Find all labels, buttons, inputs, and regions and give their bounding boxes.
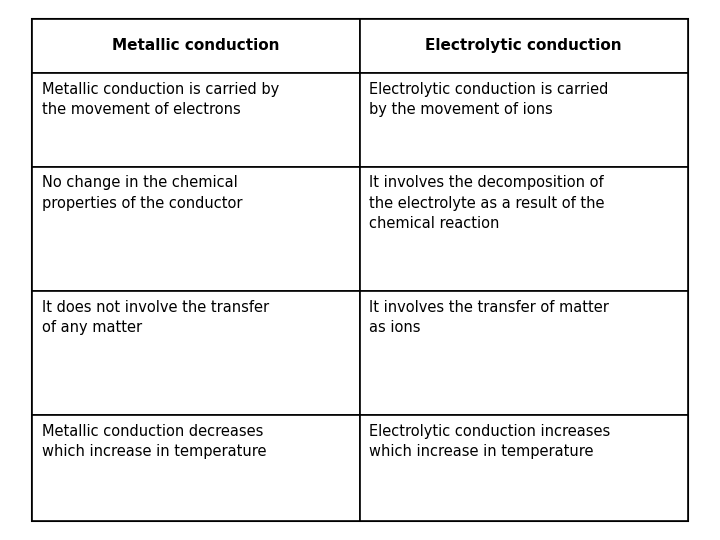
Text: Metallic conduction decreases
which increase in temperature: Metallic conduction decreases which incr…: [42, 424, 266, 459]
Text: Electrolytic conduction: Electrolytic conduction: [426, 38, 622, 53]
Text: Metallic conduction: Metallic conduction: [112, 38, 280, 53]
Bar: [360, 73, 688, 167]
Text: No change in the chemical
properties of the conductor: No change in the chemical properties of …: [42, 176, 242, 211]
Bar: [360, 415, 688, 521]
Text: Metallic conduction is carried by
the movement of electrons: Metallic conduction is carried by the mo…: [42, 82, 279, 117]
Bar: [32, 415, 360, 521]
Bar: [360, 19, 688, 73]
Text: It does not involve the transfer
of any matter: It does not involve the transfer of any …: [42, 300, 269, 335]
Text: Electrolytic conduction increases
which increase in temperature: Electrolytic conduction increases which …: [369, 424, 611, 459]
Bar: [32, 167, 360, 291]
Bar: [32, 19, 360, 73]
Bar: [32, 73, 360, 167]
Bar: [32, 291, 360, 415]
Text: It involves the transfer of matter
as ions: It involves the transfer of matter as io…: [369, 300, 609, 335]
Text: It involves the decomposition of
the electrolyte as a result of the
chemical rea: It involves the decomposition of the ele…: [369, 176, 605, 231]
Bar: [360, 167, 688, 291]
Text: Electrolytic conduction is carried
by the movement of ions: Electrolytic conduction is carried by th…: [369, 82, 608, 117]
Bar: [360, 291, 688, 415]
